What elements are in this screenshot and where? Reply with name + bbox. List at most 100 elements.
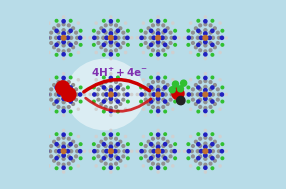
Circle shape xyxy=(214,140,216,143)
Circle shape xyxy=(157,50,160,53)
Circle shape xyxy=(162,162,165,165)
Circle shape xyxy=(75,98,78,101)
Circle shape xyxy=(203,149,208,153)
Circle shape xyxy=(55,86,58,89)
Circle shape xyxy=(149,36,152,39)
Circle shape xyxy=(67,162,70,165)
Circle shape xyxy=(198,98,202,101)
Circle shape xyxy=(50,98,53,101)
Circle shape xyxy=(169,31,172,34)
Circle shape xyxy=(93,150,96,153)
Circle shape xyxy=(217,31,219,34)
Circle shape xyxy=(75,88,78,91)
Circle shape xyxy=(147,27,150,30)
Circle shape xyxy=(149,93,152,96)
Circle shape xyxy=(109,40,113,44)
Circle shape xyxy=(164,150,167,153)
Circle shape xyxy=(62,23,65,26)
Circle shape xyxy=(169,88,172,91)
Circle shape xyxy=(62,145,65,149)
Circle shape xyxy=(217,98,219,101)
Circle shape xyxy=(152,49,154,52)
Circle shape xyxy=(204,136,207,139)
Circle shape xyxy=(221,157,224,160)
Circle shape xyxy=(157,23,160,26)
Circle shape xyxy=(109,145,113,149)
Circle shape xyxy=(97,145,100,147)
Circle shape xyxy=(127,29,129,32)
Circle shape xyxy=(49,93,51,96)
Circle shape xyxy=(209,31,212,34)
Circle shape xyxy=(220,93,224,96)
Circle shape xyxy=(204,80,207,82)
Circle shape xyxy=(69,110,72,113)
Circle shape xyxy=(156,166,160,169)
Circle shape xyxy=(104,98,107,101)
Circle shape xyxy=(96,150,99,153)
Circle shape xyxy=(161,93,164,96)
Circle shape xyxy=(150,86,153,89)
Circle shape xyxy=(156,32,160,35)
Circle shape xyxy=(117,53,119,56)
Circle shape xyxy=(79,150,82,153)
Circle shape xyxy=(144,88,147,91)
Circle shape xyxy=(156,149,160,153)
Circle shape xyxy=(110,80,112,82)
Circle shape xyxy=(57,81,60,83)
Circle shape xyxy=(151,98,154,101)
Circle shape xyxy=(198,155,202,158)
Circle shape xyxy=(211,157,214,160)
Circle shape xyxy=(100,159,103,162)
Circle shape xyxy=(162,31,165,34)
Circle shape xyxy=(50,88,53,91)
Circle shape xyxy=(196,150,199,153)
Circle shape xyxy=(197,157,200,160)
Circle shape xyxy=(194,159,197,162)
Circle shape xyxy=(115,137,117,140)
Circle shape xyxy=(76,93,78,96)
Circle shape xyxy=(62,88,76,101)
Circle shape xyxy=(204,88,207,92)
Circle shape xyxy=(55,110,58,113)
Circle shape xyxy=(100,103,103,105)
Circle shape xyxy=(172,81,178,87)
Circle shape xyxy=(122,31,125,34)
Circle shape xyxy=(150,143,153,146)
Circle shape xyxy=(225,37,227,39)
Circle shape xyxy=(219,165,221,167)
Circle shape xyxy=(162,137,165,140)
Circle shape xyxy=(203,35,208,40)
Circle shape xyxy=(117,76,119,79)
Circle shape xyxy=(174,157,176,160)
Circle shape xyxy=(62,136,65,139)
Circle shape xyxy=(67,81,70,83)
Circle shape xyxy=(214,84,216,86)
Circle shape xyxy=(214,27,216,30)
Circle shape xyxy=(53,140,55,143)
Circle shape xyxy=(209,24,212,27)
Circle shape xyxy=(104,42,107,45)
Circle shape xyxy=(164,76,166,79)
Circle shape xyxy=(162,106,165,108)
Circle shape xyxy=(152,149,156,153)
Circle shape xyxy=(194,84,197,86)
Circle shape xyxy=(199,24,202,27)
Circle shape xyxy=(55,133,58,136)
Circle shape xyxy=(102,110,105,113)
Circle shape xyxy=(95,165,97,167)
Circle shape xyxy=(89,150,91,152)
Circle shape xyxy=(116,143,120,146)
Circle shape xyxy=(157,114,159,116)
Circle shape xyxy=(62,157,65,160)
Circle shape xyxy=(50,145,53,147)
Circle shape xyxy=(62,107,65,109)
Circle shape xyxy=(57,49,60,52)
Circle shape xyxy=(117,167,119,170)
Circle shape xyxy=(127,157,129,160)
Circle shape xyxy=(199,36,203,40)
Circle shape xyxy=(63,73,65,75)
Circle shape xyxy=(190,136,192,138)
Circle shape xyxy=(62,29,65,32)
Circle shape xyxy=(57,155,60,158)
Circle shape xyxy=(142,79,144,81)
